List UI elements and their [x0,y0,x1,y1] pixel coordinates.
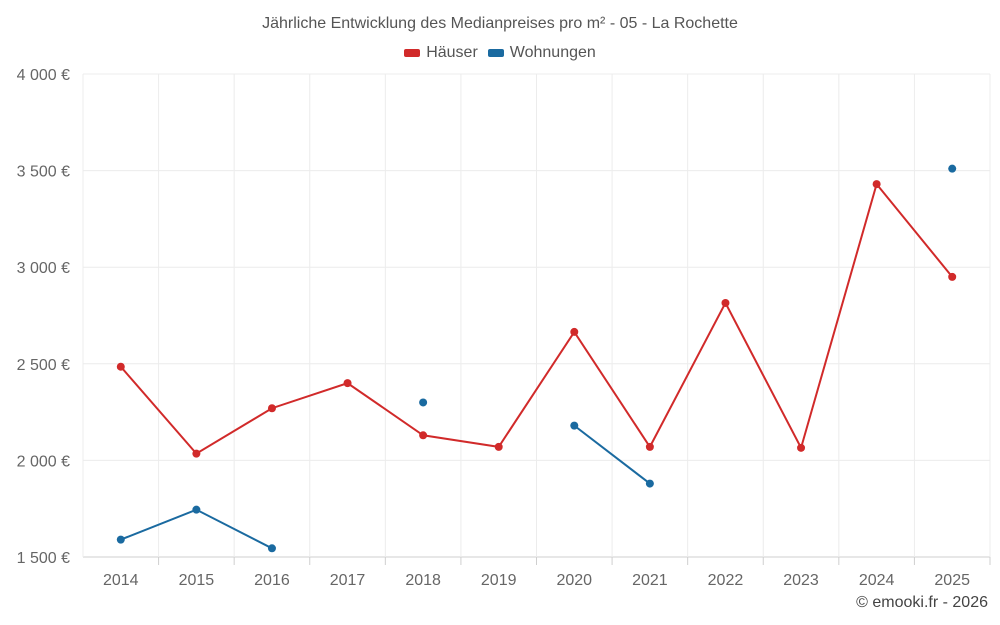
legend-swatch-hauser [404,49,421,57]
data-point-wohnungen [116,535,125,544]
y-tick-label: 3 000 € [17,260,70,277]
y-tick-label: 1 500 € [17,550,70,567]
series-line-wohnungen [573,424,651,485]
x-tick-label: 2025 [934,572,970,589]
x-tick-label: 2017 [330,572,366,589]
x-tick-label: 2020 [556,572,592,589]
data-point-hauser [645,442,654,451]
x-tick-label: 2018 [405,572,441,589]
data-point-hauser [116,362,125,371]
y-tick-label: 4 000 € [17,67,70,84]
y-tick-label: 3 500 € [17,164,70,181]
data-point-hauser [797,443,806,452]
legend-item-hauser[interactable]: Häuser [404,44,478,62]
legend-item-wohnungen[interactable]: Wohnungen [487,44,596,62]
data-point-hauser [267,404,276,413]
legend-swatch-wohnungen [487,49,504,57]
data-point-hauser [494,442,503,451]
x-tick-label: 2024 [859,572,895,589]
y-tick-label: 2 500 € [17,357,70,374]
series-line-wohnungen [120,508,273,550]
data-point-hauser [343,379,352,388]
data-point-hauser [192,449,201,458]
x-tick-label: 2019 [481,572,517,589]
data-point-wohnungen [192,505,201,514]
x-tick-label: 2015 [179,572,215,589]
y-tick-label: 2 000 € [17,453,70,470]
data-point-wohnungen [570,421,579,430]
x-tick-label: 2014 [103,572,139,589]
x-tick-label: 2022 [708,572,744,589]
data-point-wohnungen [948,164,957,173]
legend-label-hauser: Häuser [426,44,478,61]
data-point-hauser [948,272,957,281]
x-tick-label: 2016 [254,572,290,589]
data-point-wohnungen [419,398,428,407]
data-point-wohnungen [267,544,276,553]
chart-title: Jährliche Entwicklung des Medianpreises … [262,15,738,32]
legend-label-wohnungen: Wohnungen [509,44,596,61]
legend: Häuser Wohnungen [0,44,1000,62]
series-line-hauser [120,182,953,455]
x-tick-label: 2021 [632,572,668,589]
data-point-hauser [872,180,881,189]
x-tick-label: 2023 [783,572,819,589]
data-point-hauser [419,431,428,440]
data-point-hauser [721,298,730,307]
data-point-wohnungen [645,479,654,488]
copyright-footer: © emooki.fr - 2026 [856,594,988,611]
data-point-hauser [570,327,579,336]
